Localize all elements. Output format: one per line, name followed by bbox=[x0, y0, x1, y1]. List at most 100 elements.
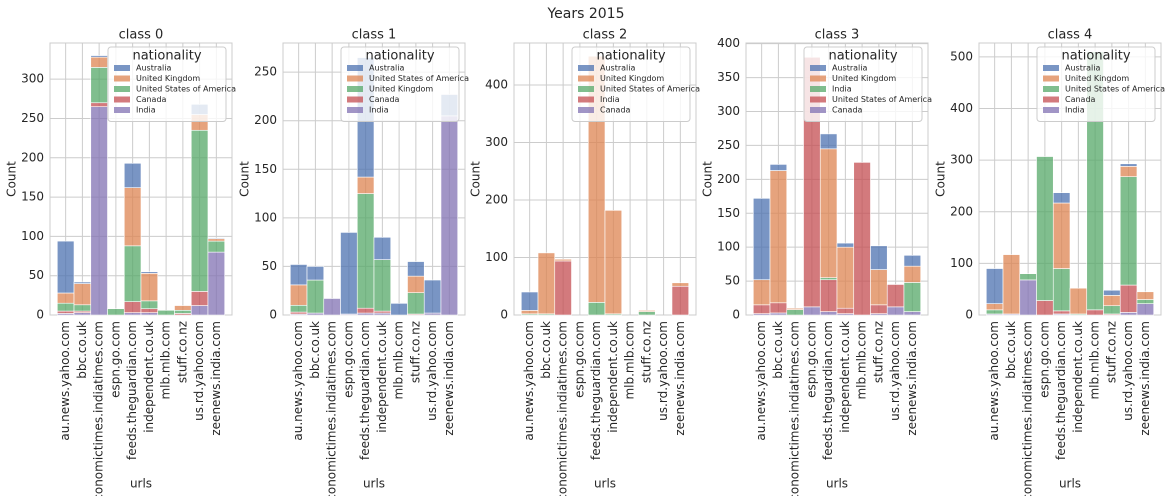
y-tick-label: 100 bbox=[717, 240, 740, 254]
bar-segment bbox=[819, 279, 838, 312]
y-tick-label: 150 bbox=[717, 206, 740, 220]
y-tick-label: 300 bbox=[717, 104, 740, 118]
bar-segment bbox=[836, 242, 855, 248]
bar-segment bbox=[90, 106, 108, 316]
y-tick-label: 50 bbox=[29, 268, 44, 282]
bar-segment bbox=[73, 281, 92, 284]
x-tick-label: independent.co.uk bbox=[606, 321, 620, 433]
bar-segment bbox=[903, 311, 922, 316]
bar-segment bbox=[819, 311, 838, 316]
bar-segment bbox=[90, 102, 108, 107]
legend-title: nationality bbox=[828, 49, 897, 64]
bar-segment bbox=[836, 307, 855, 314]
bar-segment bbox=[752, 198, 771, 281]
legend-swatch bbox=[114, 65, 130, 71]
legend-label: United Kingdom bbox=[1065, 74, 1129, 83]
legend-swatch bbox=[1043, 86, 1059, 92]
bar-segment bbox=[870, 304, 888, 314]
legend-title: nationality bbox=[132, 49, 201, 64]
chart-title: class 2 bbox=[583, 28, 628, 43]
legend-title: nationality bbox=[1061, 49, 1130, 64]
bar-segment bbox=[671, 285, 690, 316]
bar-segment bbox=[73, 312, 92, 316]
bar-segment bbox=[554, 258, 572, 262]
legend-swatch bbox=[1043, 65, 1059, 71]
legend-box bbox=[340, 46, 460, 122]
legend-label: India bbox=[369, 106, 389, 115]
bar-segment bbox=[107, 308, 125, 316]
bar-segment bbox=[140, 300, 159, 310]
bar-segment bbox=[190, 305, 209, 316]
legend-swatch bbox=[578, 96, 594, 103]
x-tick-label: feeds.theguardian.com bbox=[1054, 321, 1068, 460]
x-tick-label: au.news.yahoo.com bbox=[754, 321, 768, 441]
bar-segment bbox=[73, 283, 92, 306]
y-tick-label: 200 bbox=[254, 113, 277, 127]
bar-segment bbox=[1119, 163, 1138, 167]
x-tick-label: mlb.mlb.com bbox=[392, 321, 406, 400]
x-tick-label: us.rd.yahoo.com bbox=[888, 321, 902, 421]
bar-segment bbox=[819, 277, 838, 281]
x-tick-label: zeenews.india.com bbox=[209, 321, 223, 436]
y-tick-label: 300 bbox=[485, 135, 508, 149]
x-tick-label: stuff.co.nz bbox=[175, 321, 189, 383]
y-tick-label: 50 bbox=[262, 259, 277, 273]
bar-segment bbox=[604, 210, 623, 315]
legend-swatch bbox=[114, 86, 130, 92]
bar-segment bbox=[190, 129, 209, 292]
bar-segment bbox=[323, 298, 341, 316]
legend-swatch bbox=[810, 75, 826, 82]
bar-segment bbox=[520, 310, 539, 315]
legend-label: Canada bbox=[600, 106, 631, 115]
x-tick-label: economictimes.indiatimes.com bbox=[92, 321, 106, 496]
legend-label: United Kingdom bbox=[600, 74, 664, 83]
y-tick-label: 100 bbox=[21, 229, 44, 243]
x-tick-label: bbc.co.uk bbox=[539, 321, 553, 379]
y-tick-label: 100 bbox=[485, 250, 508, 264]
bar-segment bbox=[356, 307, 375, 314]
bar-segment bbox=[853, 162, 871, 316]
bar-segment bbox=[1019, 273, 1037, 281]
legend-swatch bbox=[1043, 107, 1059, 113]
legend-label: United States of America bbox=[369, 74, 469, 83]
y-tick-label: 300 bbox=[21, 72, 44, 86]
legend-label: Canada bbox=[1065, 95, 1096, 104]
bar-segment bbox=[769, 164, 788, 171]
y-tick-label: 400 bbox=[717, 36, 740, 50]
legend-label: Canada bbox=[369, 95, 400, 104]
legend-swatch bbox=[578, 75, 594, 82]
bar-segment bbox=[870, 245, 888, 270]
legend-swatch bbox=[114, 96, 130, 103]
bar-segment bbox=[123, 301, 142, 313]
bar-segment bbox=[554, 260, 572, 316]
x-tick-label: zeenews.india.com bbox=[1138, 321, 1152, 436]
bar-segment bbox=[1052, 268, 1071, 312]
x-tick-label: feeds.theguardian.com bbox=[358, 321, 372, 460]
y-tick-label: 150 bbox=[21, 190, 44, 204]
bar-segment bbox=[1069, 287, 1088, 315]
bar-segment bbox=[819, 133, 838, 150]
y-tick-label: 200 bbox=[21, 150, 44, 164]
chart-title: class 0 bbox=[119, 28, 164, 43]
bar-segment bbox=[56, 292, 75, 304]
bar-segment bbox=[1052, 192, 1071, 204]
bar-segment bbox=[870, 269, 888, 306]
bar-segment bbox=[638, 310, 656, 312]
x-tick-label: bbc.co.uk bbox=[308, 321, 322, 379]
bar-segment bbox=[289, 284, 308, 306]
bar-segment bbox=[769, 302, 788, 314]
bar-segment bbox=[207, 251, 226, 316]
x-tick-label: feeds.theguardian.com bbox=[125, 321, 139, 460]
y-axis-label: Count bbox=[238, 161, 252, 197]
bar-segment bbox=[140, 312, 159, 316]
legend-swatch bbox=[347, 86, 363, 92]
bar-segment bbox=[671, 282, 690, 287]
legend-label: United States of America bbox=[600, 85, 700, 94]
y-tick-label: 200 bbox=[717, 172, 740, 186]
bar-segment bbox=[803, 306, 821, 316]
y-tick-label: 400 bbox=[485, 77, 508, 91]
y-tick-label: 400 bbox=[950, 101, 973, 115]
bar-segment bbox=[140, 308, 159, 313]
legend-swatch bbox=[810, 96, 826, 103]
x-tick-label: stuff.co.nz bbox=[639, 321, 653, 383]
